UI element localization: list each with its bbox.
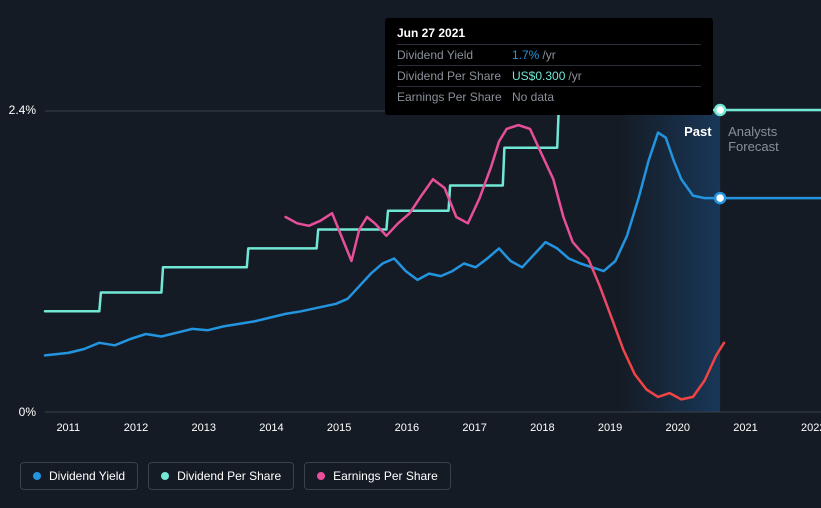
x-axis-year: 2022: [801, 422, 821, 434]
legend-label: Earnings Per Share: [333, 469, 438, 483]
tooltip-row-label: Earnings Per Share: [397, 90, 512, 104]
legend-item-dividend-yield[interactable]: Dividend Yield: [20, 462, 138, 490]
tooltip-row: Dividend Per ShareUS$0.300/yr: [397, 65, 701, 86]
x-axis-year: 2019: [598, 422, 622, 434]
legend-dot: [33, 472, 41, 480]
x-axis-year: 2020: [666, 422, 690, 434]
tooltip-row-label: Dividend Per Share: [397, 69, 512, 83]
tooltip-row-value: US$0.300/yr: [512, 69, 582, 83]
tooltip-row-label: Dividend Yield: [397, 48, 512, 62]
x-axis-year: 2016: [395, 422, 419, 434]
legend-item-earnings-per-share[interactable]: Earnings Per Share: [304, 462, 451, 490]
legend-dot: [317, 472, 325, 480]
x-axis-year: 2017: [462, 422, 486, 434]
x-axis-year: 2011: [56, 422, 80, 434]
x-axis-year: 2013: [191, 422, 215, 434]
tooltip-row-value: No data: [512, 90, 554, 104]
x-axis-year: 2021: [733, 422, 757, 434]
chart-legend: Dividend Yield Dividend Per Share Earnin…: [20, 462, 451, 490]
x-axis-year: 2012: [124, 422, 148, 434]
y-axis-max-label: 2.4%: [9, 103, 36, 117]
legend-label: Dividend Per Share: [177, 469, 281, 483]
tooltip-row-value: 1.7%/yr: [512, 48, 556, 62]
forecast-label: Analysts Forecast: [728, 124, 821, 154]
x-axis-year: 2014: [259, 422, 283, 434]
legend-label: Dividend Yield: [49, 469, 125, 483]
dividend-chart: 2.4% 0% 2011 2012 2013 2014 2015 2016 2017 2018…: [0, 0, 821, 508]
y-axis-min-label: 0%: [19, 405, 36, 419]
legend-dot: [161, 472, 169, 480]
legend-item-dividend-per-share[interactable]: Dividend Per Share: [148, 462, 294, 490]
chart-tooltip: Jun 27 2021 Dividend Yield1.7%/yrDividen…: [385, 18, 713, 115]
tooltip-row: Earnings Per ShareNo data: [397, 86, 701, 107]
past-label: Past: [684, 124, 711, 139]
x-axis-year: 2015: [327, 422, 351, 434]
x-axis-year: 2018: [530, 422, 554, 434]
tooltip-row: Dividend Yield1.7%/yr: [397, 44, 701, 65]
tooltip-title: Jun 27 2021: [397, 26, 701, 40]
